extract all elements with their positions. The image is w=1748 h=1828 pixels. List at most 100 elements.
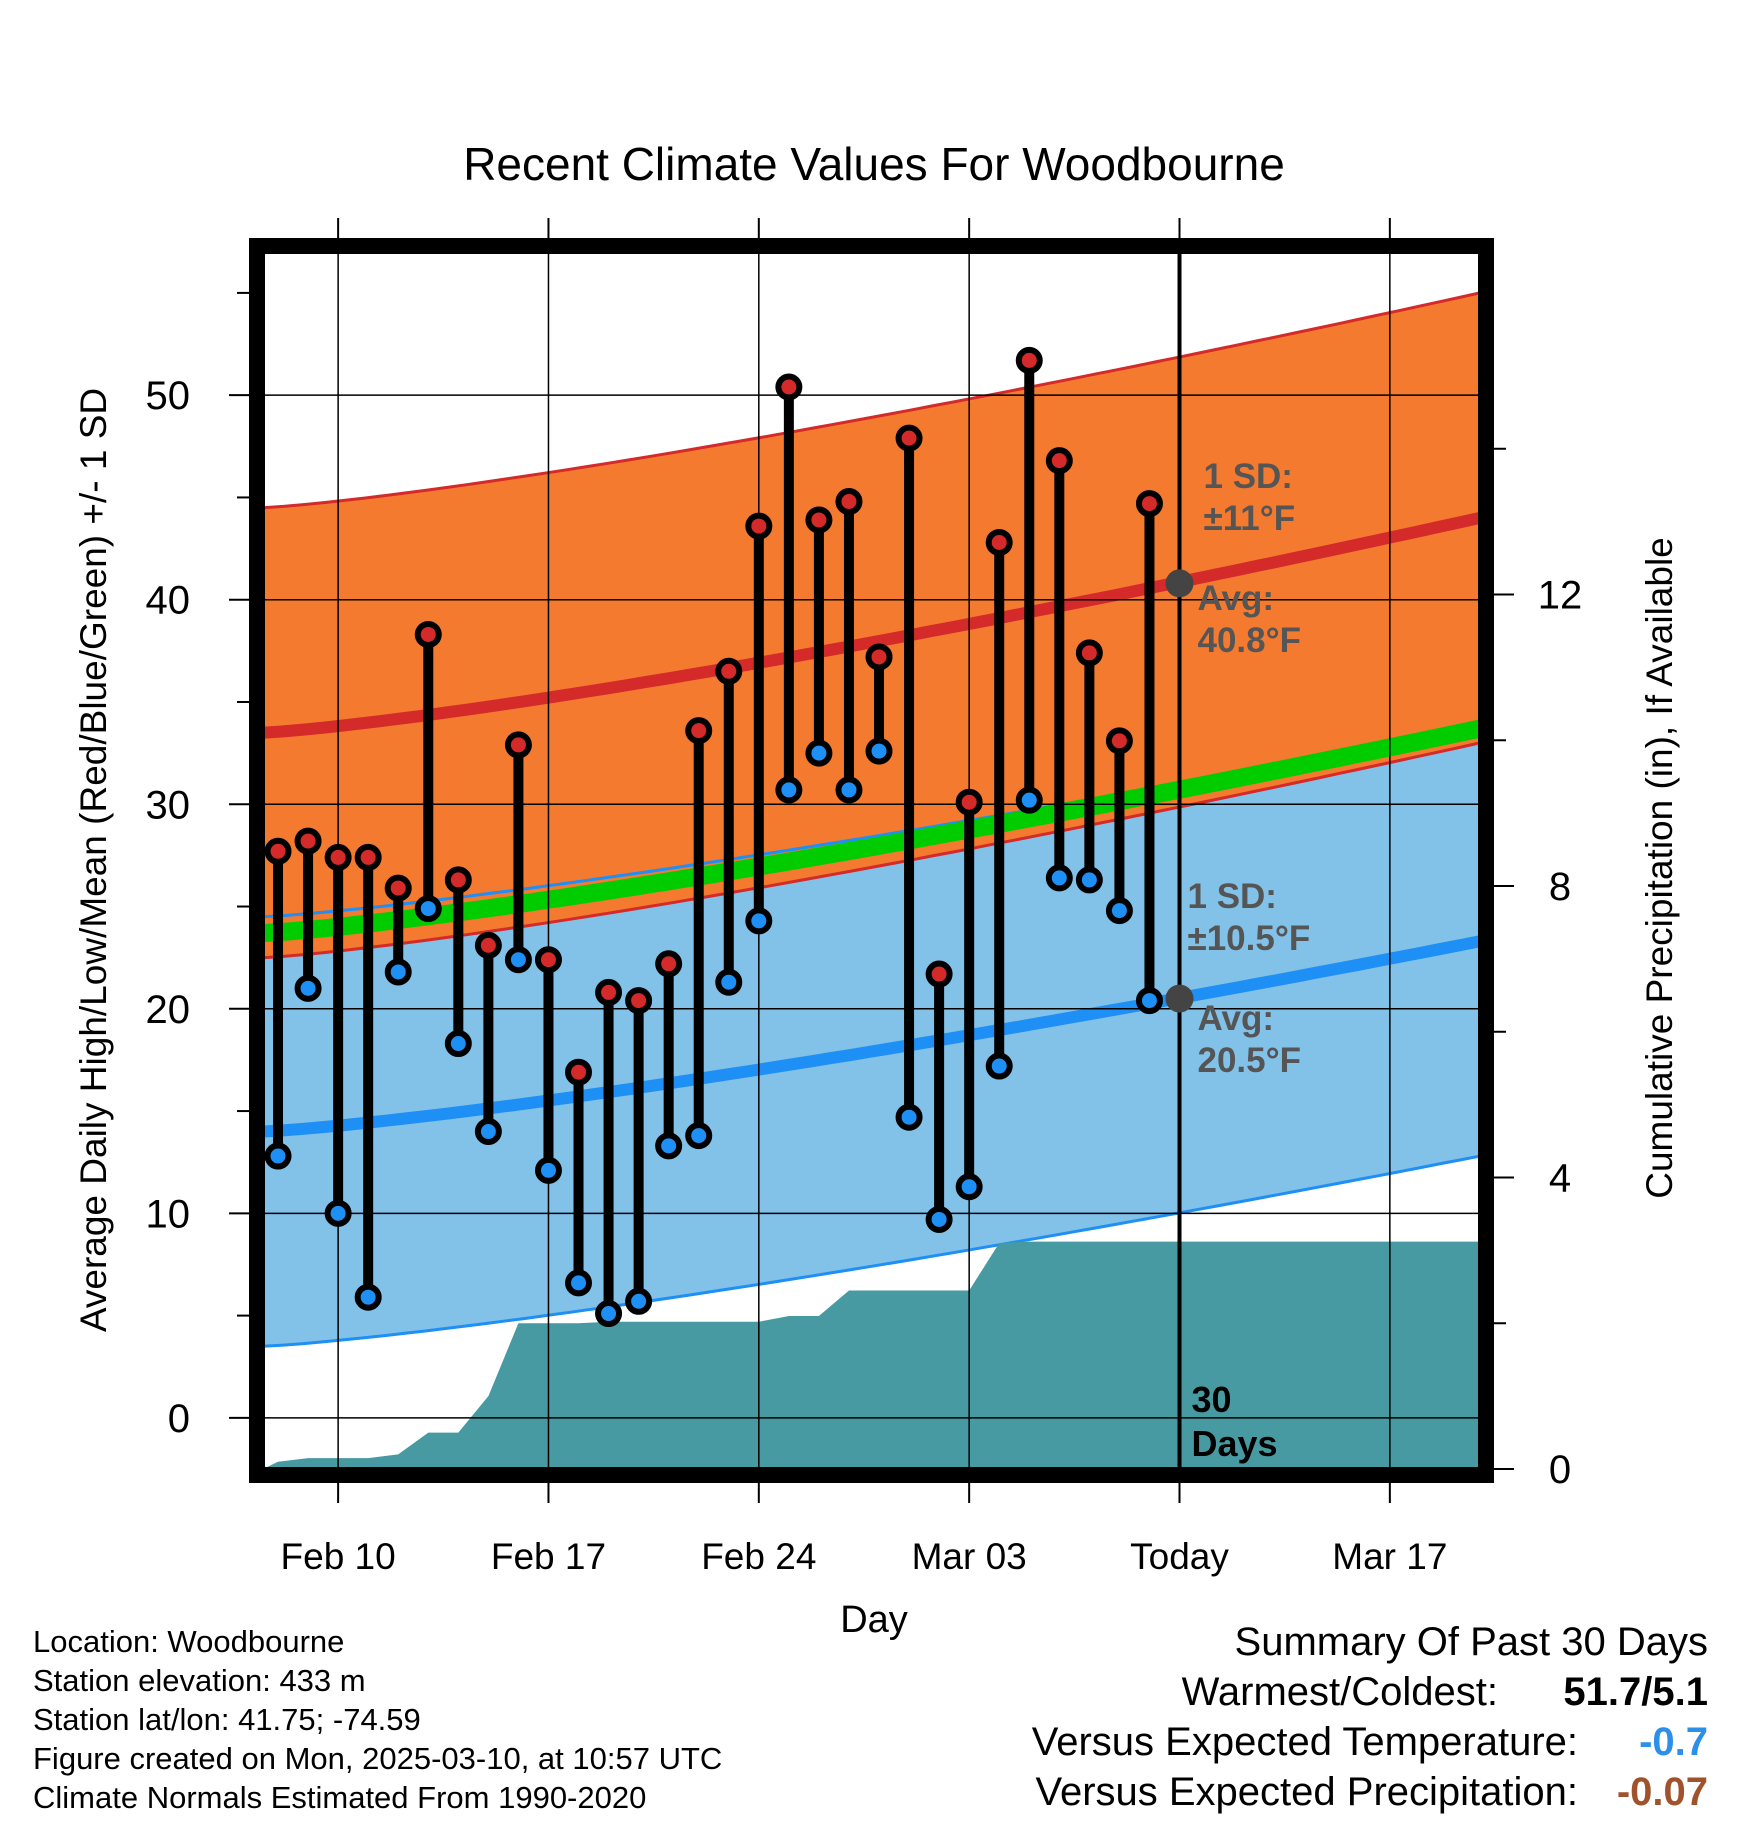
- high-point: [985, 528, 1013, 556]
- precip-vs-expected-value: -0.07: [1616, 1770, 1708, 1814]
- low-point: [1045, 864, 1073, 892]
- high-point: [805, 506, 833, 534]
- x-axis-label: Day: [840, 1599, 908, 1641]
- plot-frame: [249, 238, 1494, 1483]
- high-avg-annotation: 40.8°F: [1198, 621, 1302, 660]
- y-tick-label: 0: [168, 1397, 190, 1441]
- high-upper-edge: [263, 291, 1480, 510]
- y-axis-label-left: Average Daily High/Low/Mean (Red/Blue/Gr…: [73, 388, 114, 1332]
- low-point: [1135, 987, 1163, 1015]
- low-point: [625, 1287, 653, 1315]
- temp-vs-expected-label: Versus Expected Temperature:: [1031, 1720, 1578, 1764]
- summary-panel: Summary Of Past 30 Days Warmest/Coldest:…: [948, 1620, 1708, 1820]
- high-avg-dot: [1165, 569, 1194, 598]
- summary-title: Summary Of Past 30 Days: [1234, 1620, 1708, 1664]
- low-lower-edge: [263, 1154, 1480, 1348]
- high-point: [474, 931, 502, 959]
- high-point: [264, 837, 292, 865]
- high-point: [354, 843, 382, 871]
- high-point: [1075, 639, 1103, 667]
- high-sd-annotation: ±11°F: [1204, 499, 1296, 538]
- high-point: [775, 373, 803, 401]
- high-point: [745, 512, 773, 540]
- low-sd-band: [263, 726, 1480, 1347]
- low-point: [534, 1156, 562, 1184]
- low-point: [955, 1173, 983, 1201]
- low-sd-annotation: 1 SD:: [1188, 877, 1277, 916]
- location-text: Location: Woodbourne: [33, 1624, 345, 1659]
- low-point: [504, 946, 532, 974]
- days-label: 30: [1192, 1379, 1232, 1420]
- high-sd-annotation: 1 SD:: [1204, 457, 1293, 496]
- precip-tick-label: 8: [1549, 865, 1571, 909]
- y-tick-label: 30: [146, 783, 191, 827]
- low-point: [865, 737, 893, 765]
- x-tick-label: Today: [1130, 1536, 1229, 1577]
- high-point: [865, 643, 893, 671]
- y-axis-label-right: Cumulative Precipitation (in), If Availa…: [1639, 537, 1680, 1199]
- low-point: [805, 739, 833, 767]
- precip-tick-label: 12: [1538, 574, 1583, 618]
- low-point: [775, 776, 803, 804]
- high-point: [1105, 727, 1133, 755]
- temp-vs-expected-value: -0.7: [1639, 1720, 1708, 1764]
- low-avg-annotation: 20.5°F: [1198, 1041, 1302, 1080]
- y-tick-label: 50: [146, 374, 191, 418]
- high-point: [1015, 346, 1043, 374]
- low-point: [324, 1199, 352, 1227]
- high-point: [685, 717, 713, 745]
- high-point: [324, 843, 352, 871]
- precip-tick-label: 4: [1549, 1157, 1571, 1201]
- high-point: [444, 866, 472, 894]
- low-point: [444, 1030, 472, 1058]
- high-point: [1135, 490, 1163, 518]
- x-tick-label: Mar 17: [1332, 1536, 1447, 1577]
- created-text: Figure created on Mon, 2025-03-10, at 10…: [33, 1741, 723, 1776]
- low-point: [354, 1283, 382, 1311]
- high-point: [565, 1058, 593, 1086]
- warmest-coldest-value: 51.7/5.1: [1563, 1670, 1708, 1714]
- low-point: [264, 1142, 292, 1170]
- normal-high-line: [263, 512, 1480, 739]
- low-avg-dot: [1165, 984, 1194, 1013]
- low-sd-annotation: ±10.5°F: [1188, 919, 1311, 958]
- high-point: [504, 731, 532, 759]
- high-point: [384, 874, 412, 902]
- low-point: [294, 974, 322, 1002]
- station-info: Location: Woodbourne Station elevation: …: [33, 1622, 722, 1817]
- low-avg-annotation: Avg:: [1198, 999, 1274, 1038]
- low-point: [1105, 897, 1133, 925]
- high-point: [955, 788, 983, 816]
- high-point: [1045, 447, 1073, 475]
- low-point: [1075, 866, 1103, 894]
- days-label: Days: [1192, 1423, 1278, 1464]
- normals-text: Climate Normals Estimated From 1990-2020: [33, 1780, 647, 1815]
- x-tick-label: Feb 17: [491, 1536, 606, 1577]
- low-point: [595, 1300, 623, 1328]
- elevation-text: Station elevation: 433 m: [33, 1663, 366, 1698]
- y-tick-label: 20: [146, 988, 191, 1032]
- high-point: [895, 424, 923, 452]
- low-point: [414, 895, 442, 923]
- high-point: [835, 488, 863, 516]
- warmest-coldest-label: Warmest/Coldest:: [1181, 1670, 1498, 1714]
- latlon-text: Station lat/lon: 41.75; -74.59: [33, 1702, 421, 1737]
- low-point: [925, 1205, 953, 1233]
- low-point: [685, 1122, 713, 1150]
- high-avg-annotation: Avg:: [1198, 579, 1274, 618]
- high-point: [625, 987, 653, 1015]
- x-tick-label: Mar 03: [912, 1536, 1027, 1577]
- high-lower-edge: [263, 741, 1480, 960]
- high-point: [655, 950, 683, 978]
- low-point: [985, 1052, 1013, 1080]
- high-point: [595, 978, 623, 1006]
- x-tick-label: Feb 24: [701, 1536, 816, 1577]
- low-point: [715, 968, 743, 996]
- low-point: [474, 1118, 502, 1146]
- normal-low-line: [263, 935, 1480, 1138]
- low-point: [655, 1132, 683, 1160]
- high-point: [715, 657, 743, 685]
- precip-vs-expected-label: Versus Expected Precipitation:: [1035, 1770, 1578, 1814]
